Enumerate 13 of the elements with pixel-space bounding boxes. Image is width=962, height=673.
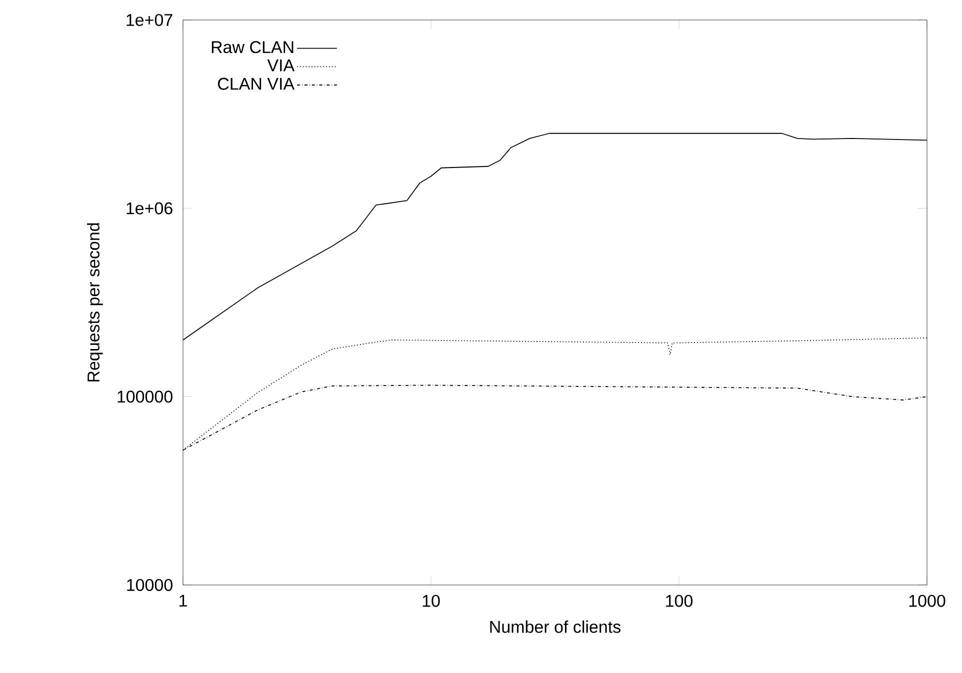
- x-tick-label: 10: [422, 594, 440, 607]
- legend-label: CLAN VIA: [218, 78, 295, 90]
- legend-label: Raw CLAN: [212, 41, 294, 54]
- y-axis-title: Requests per second: [87, 223, 103, 382]
- x-tick-label: 100: [666, 594, 693, 607]
- legend-label: VIA: [267, 60, 295, 72]
- y-tick-label: 100000: [118, 390, 172, 403]
- x-tick-label: 1: [180, 594, 187, 607]
- y-tick-label: 1e+06: [126, 202, 172, 214]
- y-tick-label: 10000: [127, 578, 172, 592]
- y-tick-label: 1e+07: [126, 14, 172, 26]
- x-axis-title: Number of clients: [490, 620, 620, 633]
- x-tick-label: 1000: [909, 594, 946, 607]
